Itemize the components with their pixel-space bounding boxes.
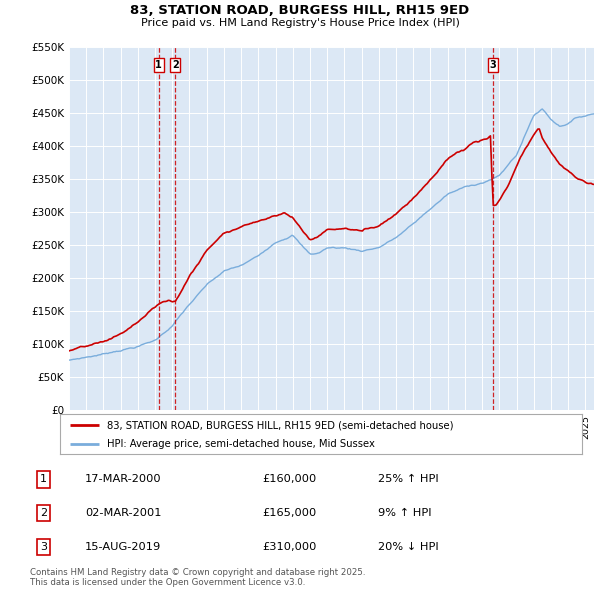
Text: 83, STATION ROAD, BURGESS HILL, RH15 9ED: 83, STATION ROAD, BURGESS HILL, RH15 9ED	[130, 4, 470, 17]
Text: 83, STATION ROAD, BURGESS HILL, RH15 9ED (semi-detached house): 83, STATION ROAD, BURGESS HILL, RH15 9ED…	[107, 421, 454, 431]
Text: 20% ↓ HPI: 20% ↓ HPI	[378, 542, 439, 552]
Text: 2: 2	[40, 508, 47, 518]
Text: £165,000: £165,000	[262, 508, 316, 518]
Text: Price paid vs. HM Land Registry's House Price Index (HPI): Price paid vs. HM Land Registry's House …	[140, 18, 460, 28]
Text: 02-MAR-2001: 02-MAR-2001	[85, 508, 162, 518]
Text: 25% ↑ HPI: 25% ↑ HPI	[378, 474, 439, 484]
Text: £310,000: £310,000	[262, 542, 316, 552]
Text: 3: 3	[490, 60, 496, 70]
Text: £160,000: £160,000	[262, 474, 316, 484]
Text: 1: 1	[40, 474, 47, 484]
Text: HPI: Average price, semi-detached house, Mid Sussex: HPI: Average price, semi-detached house,…	[107, 440, 375, 449]
Text: 15-AUG-2019: 15-AUG-2019	[85, 542, 161, 552]
Text: 1: 1	[155, 60, 162, 70]
Text: 17-MAR-2000: 17-MAR-2000	[85, 474, 162, 484]
Text: Contains HM Land Registry data © Crown copyright and database right 2025.
This d: Contains HM Land Registry data © Crown c…	[30, 568, 365, 587]
Text: 9% ↑ HPI: 9% ↑ HPI	[378, 508, 431, 518]
Text: 3: 3	[40, 542, 47, 552]
Text: 2: 2	[172, 60, 179, 70]
